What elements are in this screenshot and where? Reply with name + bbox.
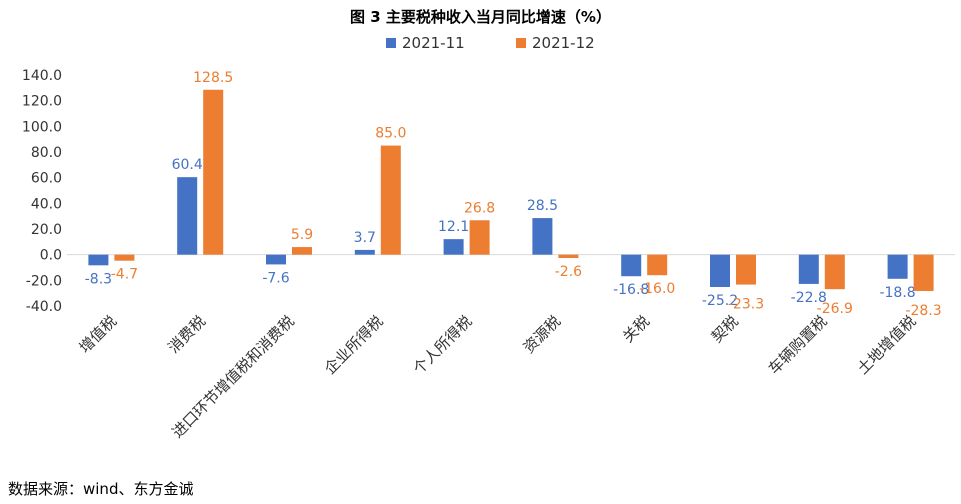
data-label: 85.0	[375, 126, 406, 142]
data-label: -23.3	[728, 297, 764, 313]
data-label: -16.0	[639, 281, 675, 297]
x-tick-label: 增值税	[76, 312, 121, 357]
y-tick-label: 120.0	[22, 94, 62, 110]
x-tick-label: 消费税	[164, 312, 209, 357]
y-tick-label: 20.0	[31, 222, 62, 238]
bar-2021-12	[647, 254, 668, 276]
x-tick-label: 契税	[708, 312, 742, 346]
data-label: 128.5	[193, 70, 233, 86]
data-label: 60.4	[172, 157, 203, 173]
bar-2021-11	[621, 254, 642, 277]
bar-2021-11	[532, 218, 553, 255]
data-label: 3.7	[354, 230, 376, 246]
data-label: 26.8	[464, 200, 495, 216]
data-label: -16.8	[613, 282, 649, 298]
y-tick-label: 140.0	[22, 68, 62, 84]
chart-title: 图 3 主要税种收入当月同比增速（%）	[350, 8, 611, 26]
y-tick-label: -20.0	[26, 273, 62, 289]
y-tick-label: 80.0	[31, 145, 62, 161]
x-tick-label: 土地增值税	[854, 312, 920, 378]
bar-2021-12	[380, 145, 401, 255]
bar-2021-12	[114, 254, 135, 261]
data-label: -4.7	[111, 267, 138, 283]
legend-label: 2021-12	[532, 34, 595, 52]
y-tick-label: 0.0	[40, 248, 62, 264]
data-label: -18.8	[879, 285, 915, 301]
legend-label: 2021-11	[402, 34, 465, 52]
bar-2021-12	[469, 220, 490, 255]
data-label: -28.3	[905, 303, 941, 319]
y-tick-label: 100.0	[22, 119, 62, 135]
data-label: -7.6	[262, 270, 289, 286]
bar-2021-12	[292, 247, 312, 255]
bar-2021-11	[443, 239, 464, 255]
data-label: 12.1	[438, 219, 469, 235]
bar-2021-12	[203, 89, 224, 255]
bar-2021-11	[887, 254, 908, 279]
data-label: -22.8	[791, 290, 827, 306]
legend-swatch-2021-12	[516, 38, 526, 48]
data-label: 28.5	[527, 198, 558, 214]
y-tick-label: -40.0	[26, 299, 62, 315]
source-note: 数据来源：wind、东方金诚	[8, 480, 194, 498]
x-tick-label: 车辆购置税	[765, 312, 831, 378]
bar-2021-11	[798, 254, 819, 284]
data-label: -2.6	[555, 264, 582, 280]
x-tick-label: 资源税	[520, 312, 565, 357]
x-tick-label: 关税	[619, 312, 653, 346]
bar-2021-12	[736, 254, 756, 285]
x-tick-label: 个人所得税	[410, 312, 476, 378]
bar-2021-12	[913, 254, 934, 291]
legend-swatch-2021-11	[386, 38, 396, 48]
bar-2021-11	[177, 177, 198, 255]
y-tick-label: 40.0	[31, 196, 62, 212]
bar-2021-11	[710, 254, 730, 288]
bar-2021-11	[88, 254, 109, 266]
data-label: -26.9	[817, 301, 853, 317]
x-tick-label: 企业所得税	[321, 312, 387, 378]
y-tick-label: 60.0	[31, 171, 62, 187]
bar-2021-11	[266, 254, 286, 265]
bar-2021-12	[824, 254, 845, 290]
bar-2021-12	[558, 254, 579, 259]
bar-2021-11	[354, 249, 375, 255]
data-label: -25.2	[702, 293, 738, 309]
data-label: -8.3	[85, 271, 112, 287]
data-label: 5.9	[291, 227, 313, 243]
